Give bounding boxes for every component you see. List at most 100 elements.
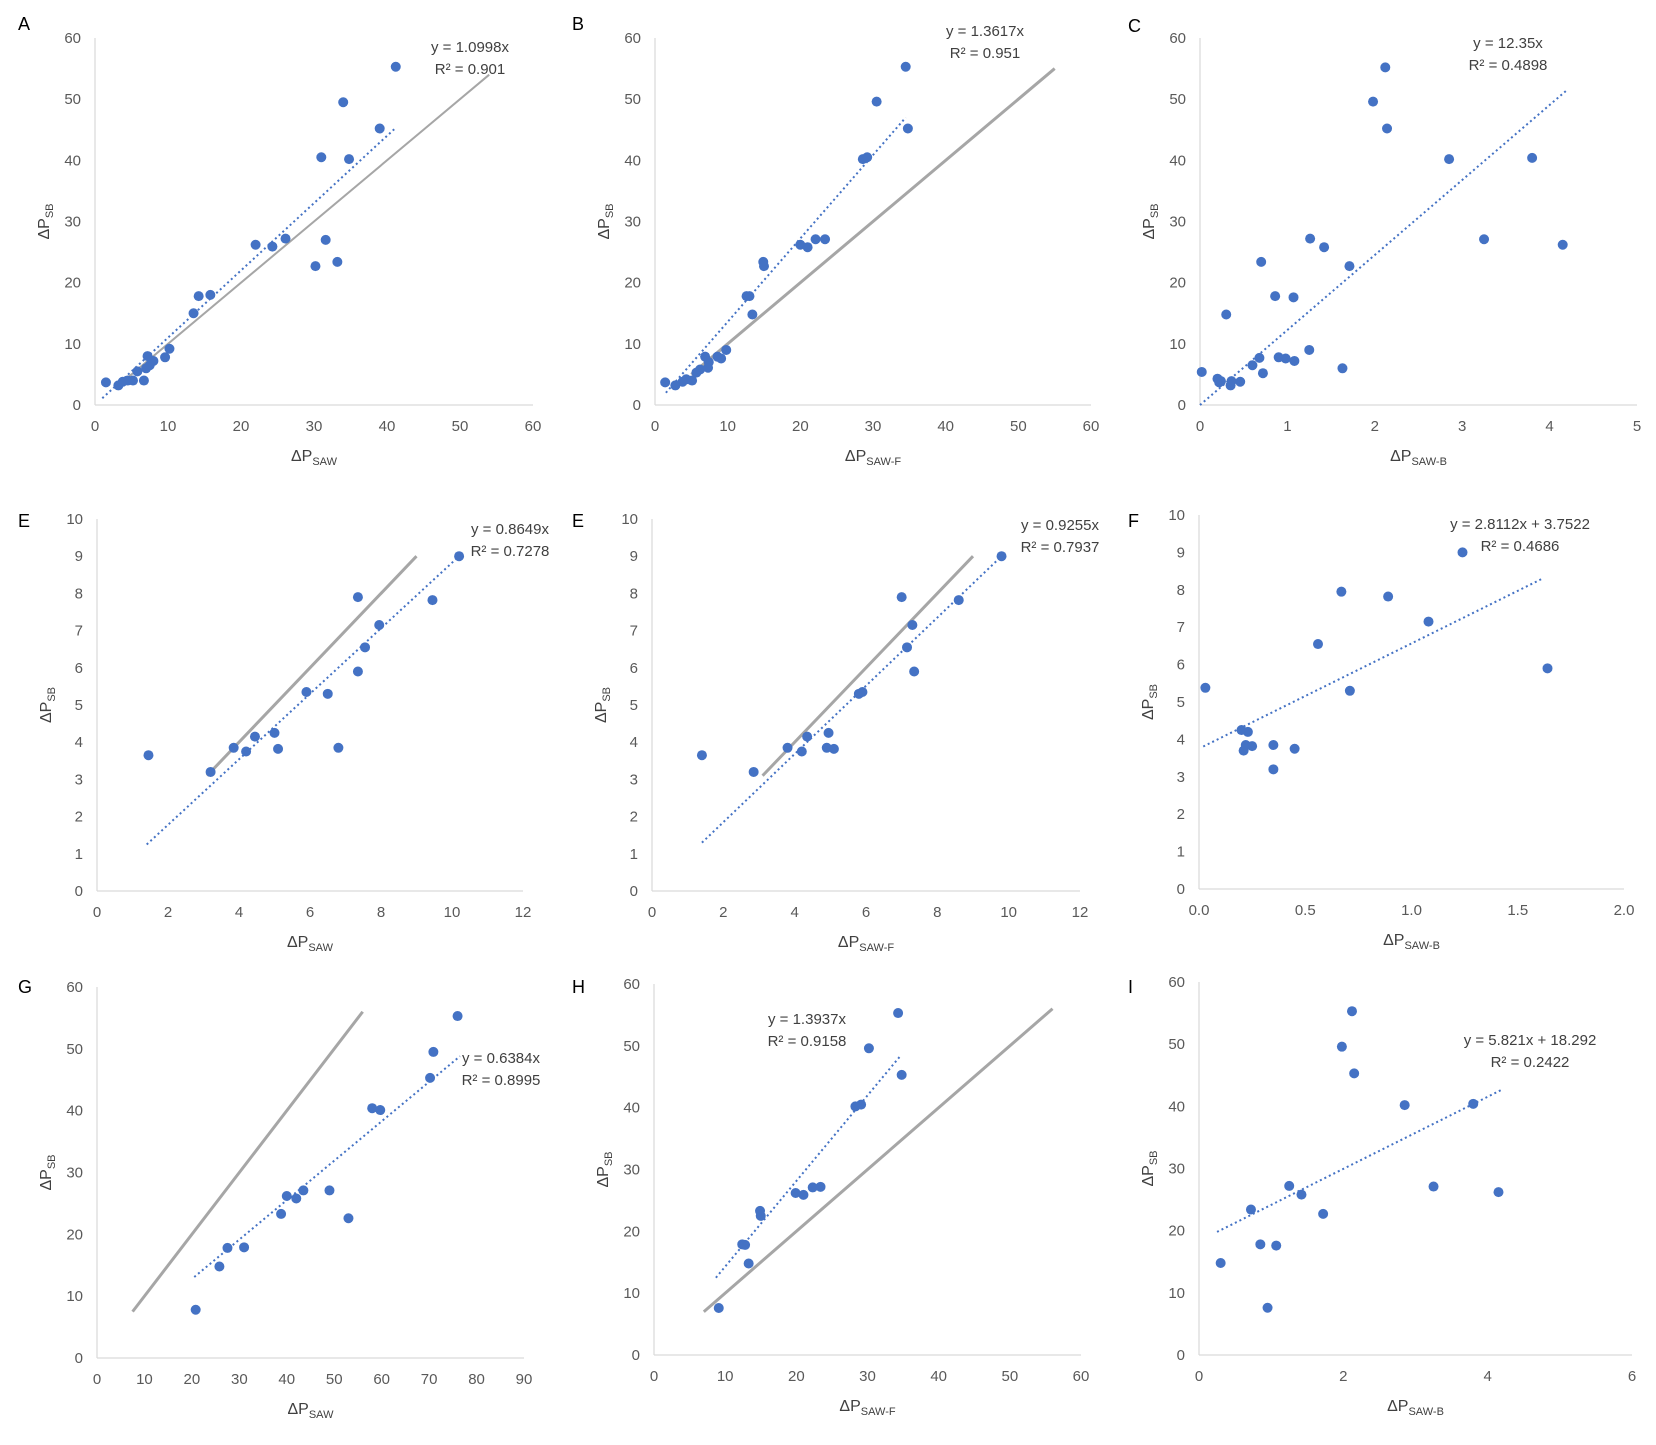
y-tick-label: 20 [1169,275,1186,292]
x-axis-label: ΔPSAW-F [839,1398,895,1418]
data-point [188,308,199,319]
identity-line [131,1010,364,1313]
panel-letter: F [1128,511,1139,531]
x-tick-label: 4 [1483,1368,1491,1385]
data-point [1254,352,1265,363]
data-point [1557,239,1568,250]
data-point [1468,1098,1479,1109]
data-point [1382,123,1393,134]
data-point [802,242,813,253]
x-tick-label: 6 [1628,1368,1636,1385]
identity-line [690,67,1056,376]
y-tick-label: 4 [75,734,83,751]
y-tick-label: 9 [75,548,83,565]
x-tick-label: 8 [933,904,941,921]
identity-line [123,73,490,382]
panel-letter: I [1128,977,1133,997]
r-squared-label: R² = 0.4898 [1469,57,1548,74]
x-tick-label: 2 [1339,1368,1347,1385]
data-point [748,766,759,777]
data-point [713,1303,724,1314]
data-point [896,592,907,603]
data-point [810,234,821,245]
data-point [790,1187,801,1198]
panel-letter: A [18,14,30,34]
y-tick-label: 1 [630,846,638,863]
data-point [744,291,755,302]
data-point [1247,360,1258,371]
x-tick-label: 20 [233,418,250,435]
panel-letter: B [572,14,584,34]
data-point [900,61,911,72]
y-tick-label: 8 [75,585,83,602]
y-tick-label: 10 [64,336,81,353]
data-point [190,1304,201,1315]
x-tick-label: 20 [792,418,809,435]
data-point [324,1185,335,1196]
x-tick-label: 30 [865,418,882,435]
data-point [1428,1181,1439,1192]
y-tick-label: 5 [1177,694,1185,711]
y-tick-label: 20 [66,1226,83,1243]
data-point [909,666,920,677]
data-point [352,666,363,677]
y-tick-label: 0 [73,397,81,414]
x-tick-label: 40 [937,418,954,435]
data-point [1423,616,1434,627]
data-point [1319,242,1330,253]
y-tick-label: 50 [64,91,81,108]
x-tick-label: 70 [421,1371,438,1388]
data-point [703,357,714,368]
data-point [374,123,385,134]
data-point [696,750,707,761]
data-point [425,1072,436,1083]
y-tick-label: 0 [75,883,83,900]
x-tick-label: 50 [326,1371,343,1388]
data-point [316,152,327,163]
data-point [743,1258,754,1269]
panel-b-2: 0 10 20 30 40 50 60 0 10 20 30 40 50 60 ΔPSAW-F ΔPSB B y … [572,14,1099,468]
panel-letter: E [18,511,30,531]
y-axis-label: ΔPSB [595,1151,615,1187]
x-tick-label: 3 [1458,418,1466,435]
data-point [250,239,261,250]
y-axis-label: ΔPSB [593,687,613,723]
y-tick-label: 30 [624,214,641,231]
data-point [1226,376,1237,387]
data-point [1270,291,1281,302]
y-tick-label: 20 [623,1223,640,1240]
x-tick-label: 2 [164,904,172,921]
y-tick-label: 0 [632,1347,640,1364]
y-tick-label: 60 [623,976,640,993]
y-tick-label: 1 [75,846,83,863]
x-tick-label: 0 [91,418,99,435]
y-tick-label: 20 [624,275,641,292]
x-tick-label: 20 [184,1371,201,1388]
y-tick-label: 10 [1169,336,1186,353]
x-tick-label: 0 [1196,418,1204,435]
x-tick-label: 4 [1545,418,1553,435]
data-point [322,688,333,699]
y-tick-label: 1 [1177,844,1185,861]
y-tick-label: 0 [1178,397,1186,414]
x-tick-label: 6 [306,904,314,921]
x-tick-label: 10 [717,1368,734,1385]
panel-f-6: 0.0 0.5 1.0 1.5 2.0 0 1 2 3 4 5 6 7 8 9 10 ΔPSAW-B ΔPSB F y… [1128,507,1634,952]
data-point [1337,363,1348,374]
y-tick-label: 0 [1177,881,1185,898]
y-tick-label: 10 [1168,507,1185,524]
data-point [798,1189,809,1200]
y-tick-label: 10 [66,1288,83,1305]
x-tick-label: 10 [444,904,461,921]
data-point [301,686,312,697]
data-point [1256,256,1267,267]
x-axis-label: ΔPSAW-B [1390,448,1447,468]
data-point [902,642,913,653]
data-point [222,1242,233,1253]
y-tick-label: 20 [64,275,81,292]
r-squared-label: R² = 0.9158 [768,1033,847,1050]
data-point [127,375,138,386]
x-tick-label: 1 [1283,418,1291,435]
